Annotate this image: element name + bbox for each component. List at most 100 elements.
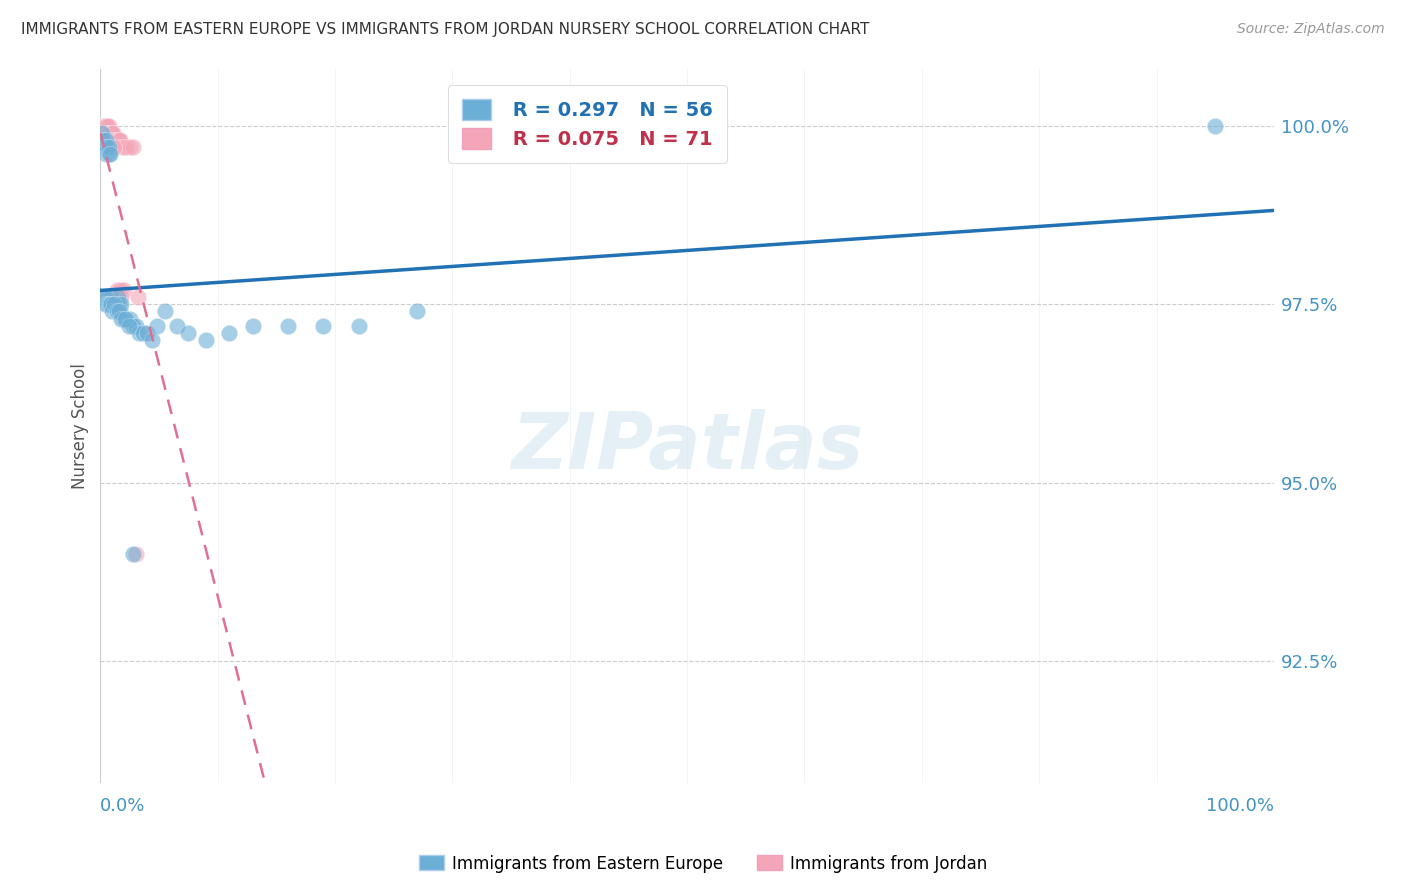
Point	[96, 297, 118, 311]
Point	[153, 304, 176, 318]
Point	[98, 140, 121, 154]
Point	[103, 140, 125, 154]
Point	[98, 147, 121, 161]
Point	[115, 311, 138, 326]
Point	[103, 290, 125, 304]
Point	[127, 290, 149, 304]
Point	[100, 290, 122, 304]
Point	[115, 140, 138, 154]
Point	[103, 126, 125, 140]
Point	[96, 140, 118, 154]
Point	[118, 140, 141, 154]
Point	[118, 311, 141, 326]
Y-axis label: Nursery School: Nursery School	[72, 363, 89, 489]
Point	[110, 304, 132, 318]
Point	[242, 318, 264, 333]
Point	[105, 304, 128, 318]
Point	[103, 140, 125, 154]
Point	[100, 290, 122, 304]
Point	[93, 119, 115, 133]
Point	[90, 119, 112, 133]
Point	[105, 283, 128, 297]
Point	[96, 119, 118, 133]
Point	[90, 119, 112, 133]
Point	[94, 133, 117, 147]
Point	[94, 140, 117, 154]
Point	[97, 119, 120, 133]
Point	[110, 290, 132, 304]
Legend:  R = 0.297   N = 56,  R = 0.075   N = 71: R = 0.297 N = 56, R = 0.075 N = 71	[449, 86, 727, 162]
Point	[124, 318, 146, 333]
Point	[98, 126, 121, 140]
Point	[112, 311, 135, 326]
Point	[101, 140, 124, 154]
Point	[103, 297, 125, 311]
Point	[108, 283, 131, 297]
Point	[114, 311, 136, 326]
Point	[100, 140, 122, 154]
Point	[110, 133, 132, 147]
Point	[110, 297, 132, 311]
Point	[91, 133, 114, 147]
Point	[131, 326, 153, 340]
Point	[104, 297, 127, 311]
Point	[91, 119, 114, 133]
Point	[347, 318, 370, 333]
Point	[103, 297, 125, 311]
Point	[96, 119, 118, 133]
Point	[96, 133, 118, 147]
Point	[96, 290, 118, 304]
Point	[96, 119, 118, 133]
Point	[96, 290, 118, 304]
Point	[101, 304, 124, 318]
Point	[90, 126, 112, 140]
Point	[1204, 119, 1226, 133]
Point	[107, 290, 129, 304]
Point	[124, 547, 146, 561]
Point	[94, 297, 117, 311]
Point	[93, 140, 115, 154]
Point	[96, 147, 118, 161]
Point	[122, 547, 145, 561]
Point	[94, 119, 117, 133]
Point	[110, 311, 132, 326]
Point	[104, 133, 127, 147]
Legend: Immigrants from Eastern Europe, Immigrants from Jordan: Immigrants from Eastern Europe, Immigran…	[412, 848, 994, 880]
Point	[406, 304, 429, 318]
Point	[100, 297, 122, 311]
Point	[103, 297, 125, 311]
Point	[312, 318, 335, 333]
Point	[141, 333, 163, 347]
Point	[90, 119, 112, 133]
Point	[110, 283, 132, 297]
Point	[90, 119, 112, 133]
Point	[136, 326, 159, 340]
Point	[101, 297, 124, 311]
Point	[90, 126, 112, 140]
Point	[93, 290, 115, 304]
Point	[94, 119, 117, 133]
Point	[101, 126, 124, 140]
Point	[105, 297, 128, 311]
Point	[93, 119, 115, 133]
Point	[96, 140, 118, 154]
Point	[100, 126, 122, 140]
Point	[91, 133, 114, 147]
Point	[105, 133, 128, 147]
Text: Source: ZipAtlas.com: Source: ZipAtlas.com	[1237, 22, 1385, 37]
Point	[96, 126, 118, 140]
Point	[98, 297, 121, 311]
Point	[98, 126, 121, 140]
Point	[93, 119, 115, 133]
Text: 100.0%: 100.0%	[1206, 797, 1274, 815]
Point	[96, 133, 118, 147]
Point	[96, 290, 118, 304]
Point	[107, 133, 129, 147]
Point	[94, 290, 117, 304]
Point	[100, 126, 122, 140]
Point	[97, 147, 120, 161]
Point	[97, 126, 120, 140]
Point	[93, 290, 115, 304]
Text: IMMIGRANTS FROM EASTERN EUROPE VS IMMIGRANTS FROM JORDAN NURSERY SCHOOL CORRELAT: IMMIGRANTS FROM EASTERN EUROPE VS IMMIGR…	[21, 22, 869, 37]
Point	[277, 318, 299, 333]
